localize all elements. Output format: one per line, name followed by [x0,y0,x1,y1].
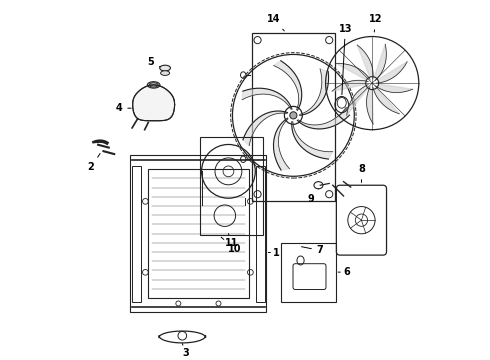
Ellipse shape [147,82,160,88]
Polygon shape [357,45,373,83]
Bar [200,137,263,235]
Text: 10: 10 [221,237,242,254]
Polygon shape [336,63,372,83]
Text: 9: 9 [307,189,318,204]
Bar [252,33,335,201]
Ellipse shape [161,71,170,75]
Polygon shape [372,44,386,83]
Polygon shape [372,83,413,93]
Ellipse shape [149,83,158,87]
Polygon shape [332,80,372,91]
Circle shape [284,107,302,124]
Polygon shape [367,83,373,124]
Text: 14: 14 [267,14,284,31]
Text: 1: 1 [269,248,280,257]
Text: 3: 3 [182,343,189,358]
Bar [132,166,141,302]
Polygon shape [273,118,290,170]
Text: 2: 2 [88,153,100,172]
Text: 8: 8 [358,164,365,183]
Polygon shape [133,85,174,121]
Text: 5: 5 [147,57,160,67]
Polygon shape [242,88,292,109]
Polygon shape [372,83,399,114]
Ellipse shape [160,65,171,71]
Polygon shape [243,111,288,146]
Polygon shape [372,62,407,83]
Circle shape [290,112,297,119]
Bar [256,166,265,302]
Bar [281,243,336,302]
Text: 4: 4 [116,103,131,113]
Text: 11: 11 [225,234,239,248]
Polygon shape [300,69,329,115]
Polygon shape [273,61,302,110]
Polygon shape [347,83,372,115]
Circle shape [366,77,379,90]
Text: 13: 13 [339,24,352,95]
Text: 12: 12 [369,14,383,32]
Polygon shape [292,122,333,159]
Polygon shape [297,107,349,129]
Text: 7: 7 [301,246,323,256]
Text: 6: 6 [338,267,350,277]
Bar [130,155,267,312]
Bar [148,169,248,298]
